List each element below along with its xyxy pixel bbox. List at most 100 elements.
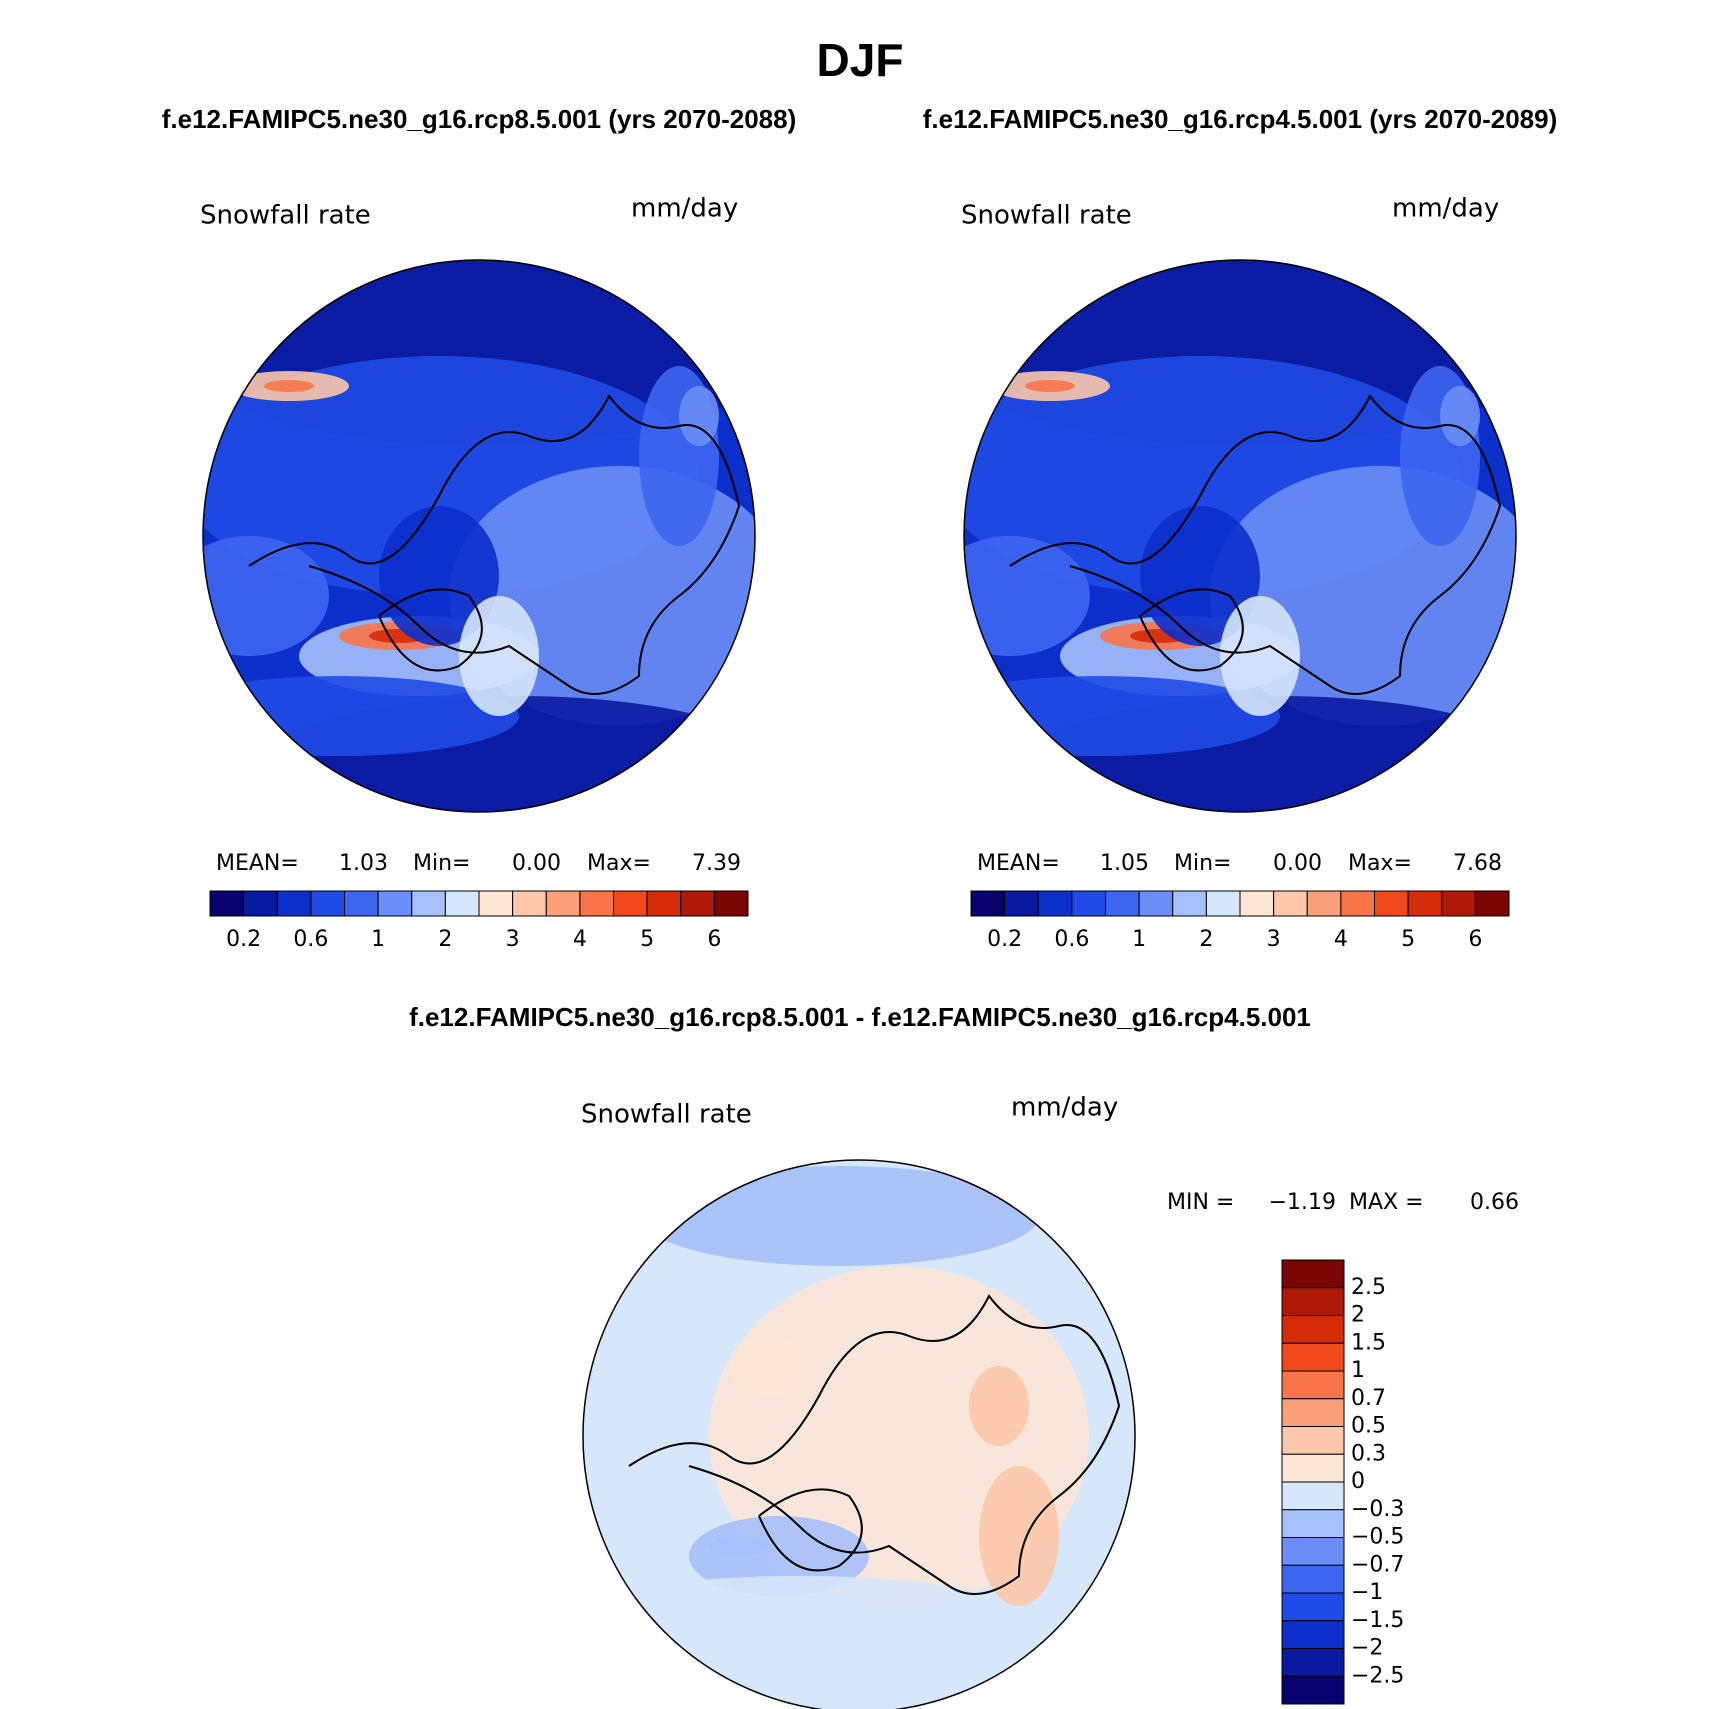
field-contour	[599, 1576, 999, 1636]
colorbar-box	[243, 890, 278, 917]
colorbar-label: 0.2	[226, 927, 261, 952]
colorbar-box	[1273, 890, 1308, 917]
stat-label: MEAN=	[216, 851, 299, 876]
colorbar-box	[1281, 1342, 1345, 1372]
colorbar-label: 2	[1351, 1303, 1365, 1328]
colorbar-box	[377, 890, 413, 917]
units-label: mm/day	[1392, 194, 1499, 224]
colorbar-box	[613, 890, 648, 917]
colorbar-box	[344, 890, 379, 917]
units-label: mm/day	[1011, 1093, 1118, 1123]
colorbar-box	[545, 890, 581, 917]
colorbar-label: −1.5	[1351, 1608, 1404, 1633]
map-border	[582, 1159, 1136, 1709]
field-contour	[459, 596, 539, 716]
map	[583, 1160, 1135, 1709]
colorbar-label: −2.5	[1351, 1663, 1404, 1688]
field-contour	[709, 1536, 769, 1556]
field-contour	[689, 1516, 869, 1596]
colorbar-box	[1281, 1648, 1345, 1677]
field-contour	[1220, 596, 1300, 716]
field-contour	[679, 386, 719, 446]
stat-label: MAX =	[1349, 1190, 1424, 1215]
stat-value: 1.05	[1100, 851, 1149, 876]
colorbar-label: 0	[1351, 1469, 1365, 1494]
colorbar-label: 2	[1199, 927, 1213, 952]
stat-label: Max=	[587, 851, 651, 876]
colorbar-box	[1407, 890, 1443, 917]
variable-label: Snowfall rate	[581, 1100, 752, 1130]
colorbar-label: 0.7	[1351, 1386, 1386, 1411]
colorbar-label: 3	[1267, 927, 1281, 952]
colorbar-box	[1374, 890, 1409, 917]
stat-label: MEAN=	[977, 851, 1060, 876]
field-contour	[969, 1366, 1029, 1446]
panel-subtitle: f.e12.FAMIPC5.ne30_g16.rcp4.5.001 (yrs 2…	[923, 104, 1558, 134]
colorbar-label: 1	[371, 927, 385, 952]
field-contour	[964, 536, 1090, 656]
colorbar-box	[713, 890, 749, 917]
colorbar-box	[1281, 1426, 1345, 1455]
colorbar-box	[1281, 1259, 1345, 1289]
field-contour	[264, 380, 314, 392]
colorbar-label: 6	[707, 927, 721, 952]
colorbar-box	[1281, 1537, 1345, 1566]
field-contour	[639, 1166, 1039, 1266]
colorbar-box	[1004, 890, 1039, 917]
colorbar-box	[1281, 1453, 1345, 1483]
colorbar-label: 1.5	[1351, 1330, 1386, 1355]
colorbar-label: 2.5	[1351, 1275, 1386, 1300]
field-contour	[1440, 386, 1480, 446]
stat-label: Max=	[1348, 851, 1412, 876]
field-contour	[1025, 380, 1075, 392]
colorbar-label: −2	[1351, 1636, 1383, 1661]
stat-value: 0.00	[1273, 851, 1322, 876]
colorbar-box	[1441, 890, 1476, 917]
colorbar-box	[1281, 1287, 1345, 1316]
stat-value: 7.68	[1453, 851, 1502, 876]
colorbar-box	[1239, 890, 1275, 917]
colorbar-label: 4	[573, 927, 587, 952]
coastline	[628, 1294, 1121, 1595]
colorbar-box	[1281, 1370, 1345, 1400]
colorbar-box	[579, 890, 614, 917]
map	[203, 260, 755, 812]
colorbar-box	[970, 890, 1006, 917]
figure-title: DJF	[817, 34, 904, 86]
colorbar-box	[646, 890, 682, 917]
stat-label: Min=	[413, 851, 470, 876]
stat-value: 7.39	[692, 851, 741, 876]
units-label: mm/day	[631, 194, 738, 224]
colorbar-box	[1138, 890, 1174, 917]
colorbar-label: 6	[1468, 927, 1482, 952]
colorbar-label: 0.5	[1351, 1414, 1386, 1439]
panel-subtitle: f.e12.FAMIPC5.ne30_g16.rcp8.5.001 - f.e1…	[409, 1002, 1311, 1032]
field-contour	[203, 676, 519, 756]
colorbar-box	[1281, 1620, 1345, 1649]
map-border	[963, 259, 1517, 813]
colorbar-label: −0.5	[1351, 1525, 1404, 1550]
colorbar-box	[1037, 890, 1073, 917]
field-contour	[729, 1336, 809, 1396]
colorbar-label: 0.3	[1351, 1441, 1386, 1466]
colorbar-box	[680, 890, 715, 917]
colorbar-box	[1281, 1675, 1345, 1705]
colorbar-label: 0.2	[987, 927, 1022, 952]
colorbar-box	[1205, 890, 1241, 917]
stat-value: 0.00	[512, 851, 561, 876]
colorbar-label: −0.3	[1351, 1497, 1404, 1522]
colorbar-box	[310, 890, 345, 917]
colorbar-label: −1	[1351, 1580, 1383, 1605]
field-contour	[964, 676, 1280, 756]
colorbar-box	[1281, 1592, 1345, 1622]
colorbar-box	[1281, 1481, 1345, 1511]
colorbar-box	[1281, 1315, 1345, 1344]
colorbar-box	[1306, 890, 1342, 917]
colorbar-box	[444, 890, 480, 917]
coastline	[248, 394, 741, 695]
map	[964, 260, 1516, 812]
stat-label: Min=	[1174, 851, 1231, 876]
stat-label: MIN =	[1167, 1190, 1234, 1215]
